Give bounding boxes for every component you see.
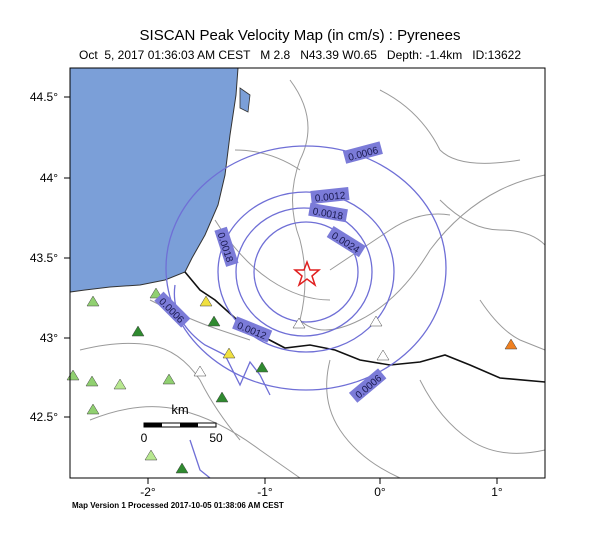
scale-label: 50 [209,431,223,445]
latitude-label: 44.5° [30,90,58,104]
axis-ticks: 44.5° 44° 43.5° 43° 42.5° -2° -1° 0° 1° [30,90,503,499]
lagoon [239,87,251,113]
frame [69,67,546,479]
scale-label: 0 [141,431,148,445]
latitude-label: 43.5° [30,251,58,265]
longitude-label: -2° [140,485,156,499]
longitude-label: 0° [374,485,386,499]
ocean [69,67,239,293]
border [184,271,546,383]
latitude-label: 44° [40,171,58,185]
footer: Map Version 1 Processed 2017-10-05 01:38… [72,501,284,510]
label-box [348,368,387,403]
scale-bar: km 0 50 [141,402,223,445]
label-box [214,226,239,267]
label-box [342,141,383,164]
longitude-label: -1° [257,485,273,499]
scale-unit: km [171,402,188,417]
contour-label: 0.0012 [310,187,350,205]
latitude-label: 43° [40,331,58,345]
subtitle: Oct 5, 2017 01:36:03 AM CEST M 2.8 N43.3… [79,48,521,62]
longitude-label: 1° [491,485,503,499]
title: SISCAN Peak Velocity Map (in cm/s) : Pyr… [140,27,461,44]
epicenter [292,259,322,288]
map: 0.00060.00120.00180.00240.00180.00060.00… [30,67,546,499]
contours [165,145,447,479]
label-box [326,225,366,258]
label-box [310,187,350,204]
stations [66,287,518,474]
label-box [232,316,273,343]
latitude-label: 42.5° [30,410,58,424]
contour-label: 0.0018 [308,202,348,223]
contour-value: 0.0018 [312,206,344,222]
label-box [154,291,191,328]
label-box [308,202,348,223]
contour-value: 0.0012 [314,190,346,204]
contour-labels: 0.00060.00120.00180.00240.00180.00060.00… [154,141,387,403]
